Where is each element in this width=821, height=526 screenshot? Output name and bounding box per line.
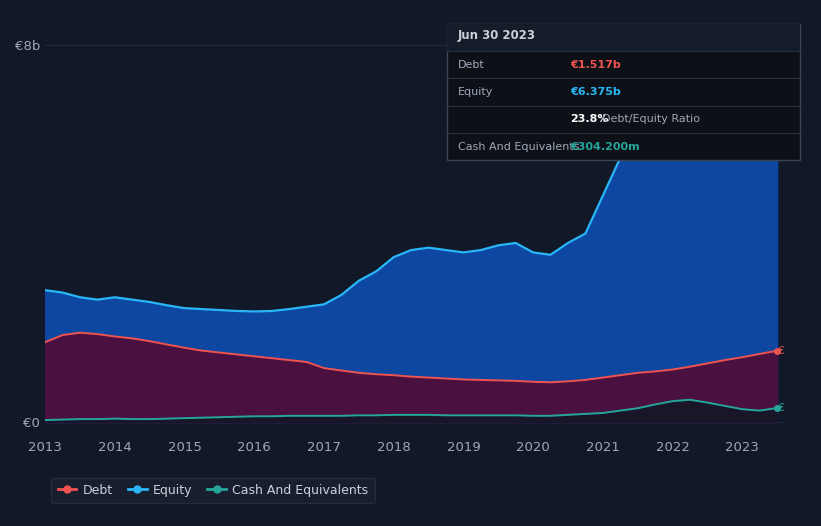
Legend: Debt, Equity, Cash And Equivalents: Debt, Equity, Cash And Equivalents xyxy=(52,478,374,503)
Text: Cash And Equivalents: Cash And Equivalents xyxy=(458,141,580,152)
Text: €1.517b: €1.517b xyxy=(571,59,621,70)
Text: 23.8%: 23.8% xyxy=(571,114,609,125)
Text: Debt/Equity Ratio: Debt/Equity Ratio xyxy=(602,114,699,125)
Text: €: € xyxy=(778,346,785,356)
Text: €6.375b: €6.375b xyxy=(571,87,621,97)
Text: Debt: Debt xyxy=(458,59,485,70)
Text: Jun 30 2023: Jun 30 2023 xyxy=(458,29,536,43)
Text: €: € xyxy=(778,116,785,126)
Text: €304.200m: €304.200m xyxy=(571,141,640,152)
Text: Equity: Equity xyxy=(458,87,493,97)
Text: €: € xyxy=(778,403,785,413)
